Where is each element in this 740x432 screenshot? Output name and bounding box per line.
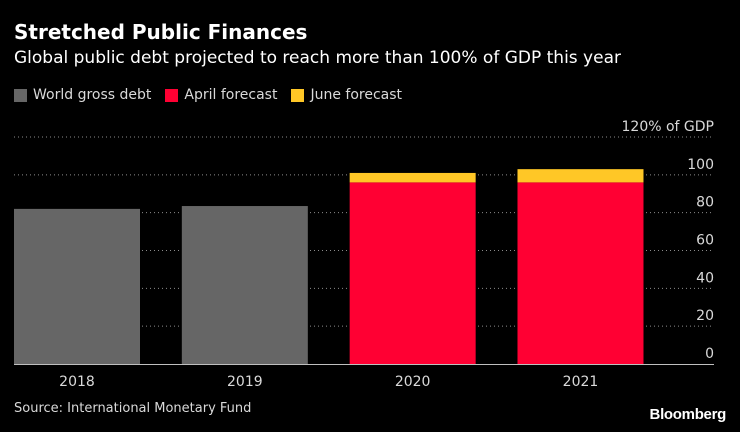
legend-item-april-forecast: April forecast bbox=[165, 87, 277, 103]
bar-2020-april-forecast bbox=[349, 182, 476, 364]
y-tick-label-40: 40 bbox=[696, 270, 714, 286]
chart-subtitle: Global public debt projected to reach mo… bbox=[14, 48, 621, 68]
y-tick-label-20: 20 bbox=[696, 308, 714, 324]
y-tick-label-0: 0 bbox=[705, 346, 714, 362]
x-tick-label-2019: 2019 bbox=[227, 374, 263, 390]
x-tick-label-2021: 2021 bbox=[563, 374, 599, 390]
bloomberg-logo: Bloomberg bbox=[649, 406, 727, 423]
bar-2020-june-forecast bbox=[349, 172, 476, 183]
x-tick-label-2018: 2018 bbox=[59, 374, 95, 390]
legend-item-world-gross-debt: World gross debt bbox=[14, 87, 151, 103]
x-tick-label-2020: 2020 bbox=[395, 374, 431, 390]
bar-2021-june-forecast bbox=[517, 169, 644, 183]
y-tick-label-60: 60 bbox=[696, 233, 714, 249]
legend-item-june-forecast: June forecast bbox=[291, 87, 402, 103]
y-tick-label-80: 80 bbox=[696, 195, 714, 211]
y-tick-label-100: 100 bbox=[687, 157, 714, 173]
legend-swatch-june-forecast bbox=[291, 88, 305, 102]
legend-swatch-world-gross-debt bbox=[14, 88, 27, 102]
source-note: Source: International Monetary Fund bbox=[14, 401, 252, 416]
legend-swatch-april-forecast bbox=[165, 88, 179, 102]
legend-label-june-forecast: June forecast bbox=[310, 87, 403, 103]
bar-2018-world-gross-debt bbox=[14, 208, 140, 364]
chart-title: Stretched Public Finances bbox=[14, 20, 308, 44]
bar-2021-april-forecast bbox=[517, 182, 644, 364]
legend-label-world-gross-debt: World gross debt bbox=[33, 87, 152, 103]
legend-label-april-forecast: April forecast bbox=[184, 87, 278, 103]
bar-2019-world-gross-debt bbox=[181, 206, 308, 364]
y-tick-label-120: 120% of GDP bbox=[622, 119, 715, 135]
legend: World gross debt April forecast June for… bbox=[14, 87, 416, 103]
